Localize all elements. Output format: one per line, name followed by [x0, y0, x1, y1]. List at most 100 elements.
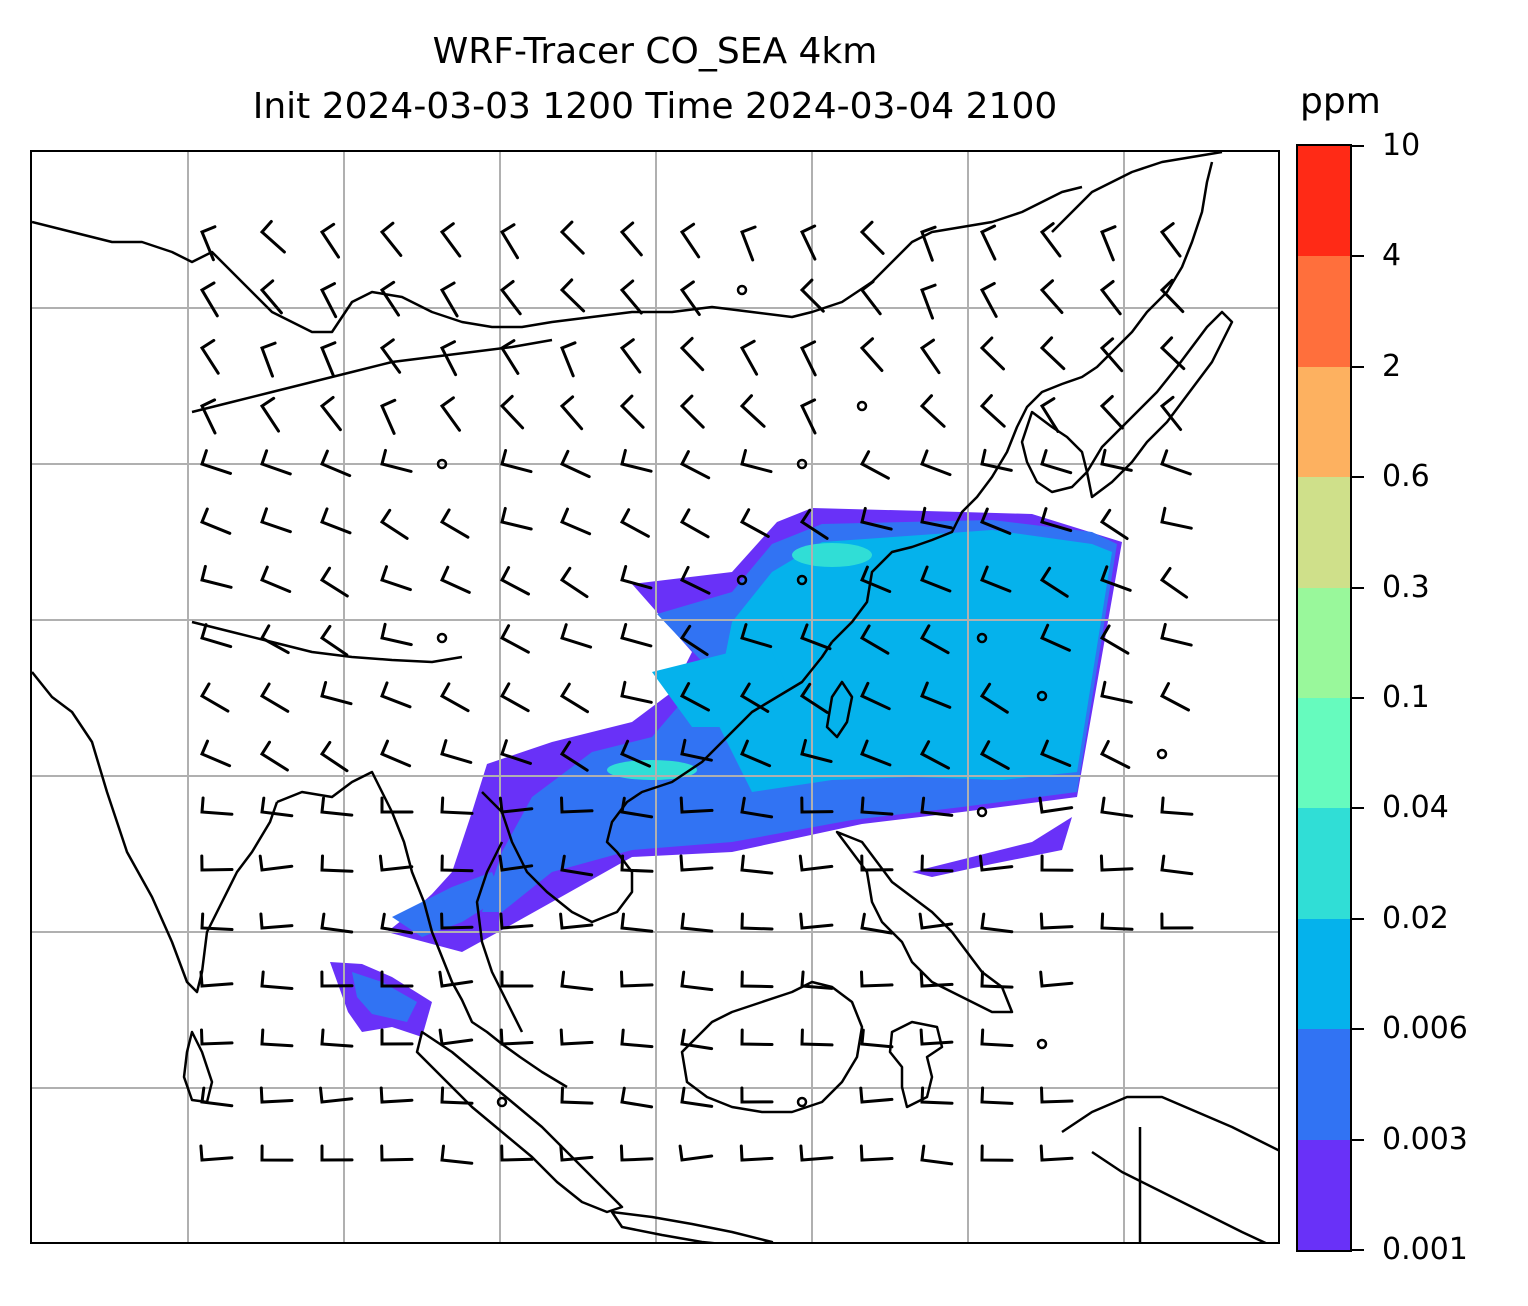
- wind-barb: [979, 281, 998, 318]
- wind-barb: [380, 912, 414, 935]
- wind-barb: [859, 337, 884, 372]
- wind-barb: [920, 681, 952, 709]
- wind-barb: [979, 394, 1006, 428]
- wind-barb: [200, 739, 232, 768]
- wind-barb: [259, 682, 290, 713]
- colorbar-tick: [1352, 697, 1364, 699]
- wind-barb: [319, 395, 342, 432]
- wind-barb: [320, 507, 352, 535]
- wind-barb: [1159, 682, 1190, 712]
- wind-barb: [559, 682, 589, 714]
- wind-barb: [799, 682, 829, 714]
- wind-barb: [979, 740, 1010, 770]
- calm-wind-marker: [436, 632, 448, 644]
- calm-wind-marker: [976, 632, 988, 644]
- wind-barb: [380, 398, 397, 435]
- coastline-newguinea: [1061, 1095, 1278, 1152]
- colorbar-tick-label: 4: [1382, 238, 1402, 274]
- colorbar-tick: [1352, 1028, 1364, 1031]
- plume-southwest-blue: [352, 972, 417, 1022]
- wind-barb: [1160, 854, 1194, 876]
- wind-barb: [199, 1144, 234, 1162]
- coastline-sumatra: [415, 1030, 624, 1214]
- wind-barb: [320, 1144, 354, 1162]
- wind-barb: [799, 398, 817, 435]
- wind-barb: [860, 565, 892, 593]
- calm-wind-marker: [796, 458, 808, 470]
- wind-barb: [1100, 448, 1133, 472]
- wind-barb: [680, 1086, 714, 1108]
- wind-barb: [1040, 739, 1072, 767]
- wind-barb: [679, 508, 710, 539]
- wind-barb: [498, 854, 534, 872]
- wind-barb: [1100, 912, 1134, 931]
- wind-barb: [740, 854, 774, 875]
- wind-barb: [440, 565, 471, 594]
- wind-barb: [1100, 565, 1132, 592]
- wind-barb: [320, 796, 354, 817]
- wind-barb: [860, 506, 893, 531]
- wind-barb: [980, 448, 1013, 472]
- coastline-bay-east: [276, 770, 568, 1089]
- wind-barb: [1040, 854, 1074, 872]
- wind-barb: [200, 507, 232, 535]
- wind-barb: [739, 682, 770, 713]
- wind-barb: [679, 394, 705, 429]
- coastline-india: [32, 671, 279, 994]
- wind-barb: [799, 1144, 834, 1162]
- wind-barb: [980, 1144, 1014, 1162]
- wind-barb: [320, 854, 354, 873]
- wind-barb: [740, 1086, 774, 1104]
- wind-barb: [379, 338, 402, 374]
- wind-barb: [440, 854, 474, 873]
- wind-barb: [320, 912, 354, 934]
- wind-barb: [1039, 279, 1064, 314]
- wind-barb: [1159, 336, 1186, 371]
- wind-barb: [918, 912, 954, 930]
- calm-wind-marker: [796, 1096, 808, 1108]
- wind-barb: [739, 394, 766, 428]
- wind-barb: [1099, 280, 1122, 316]
- wind-barb: [860, 739, 892, 767]
- wind-barb: [200, 449, 232, 475]
- wind-barb: [620, 565, 653, 590]
- wind-barb: [498, 796, 534, 814]
- wind-barb: [260, 1028, 294, 1048]
- wind-barb: [499, 912, 534, 930]
- wind-barb: [920, 449, 952, 477]
- colorbar-segment: [1298, 477, 1350, 588]
- colorbar-tick-label: 0.1: [1382, 680, 1430, 715]
- map-title: WRF-Tracer CO_SEA 4km: [432, 31, 878, 72]
- wind-barb: [500, 739, 532, 765]
- wind-barb: [440, 1144, 474, 1165]
- wind-barb: [798, 854, 834, 872]
- wind-barb: [499, 682, 530, 713]
- wind-barb: [440, 796, 474, 815]
- wind-barb: [1100, 796, 1134, 818]
- wind-barb: [499, 394, 525, 430]
- calm-markers: [436, 284, 1168, 1108]
- colorbar-tick-label: 10: [1382, 128, 1421, 163]
- wind-barb: [259, 279, 283, 315]
- wind-barb: [979, 336, 1005, 371]
- wind-barb: [1039, 970, 1074, 988]
- wind-barb: [320, 970, 354, 988]
- wind-barb: [380, 1144, 414, 1162]
- wind-barb: [859, 280, 882, 316]
- wind-barb: [800, 738, 833, 763]
- wind-barb: [1039, 397, 1060, 433]
- wind-barb: [200, 564, 233, 589]
- wind-barb: [920, 854, 954, 873]
- colorbar-segment: [1298, 146, 1350, 257]
- wind-barb: [740, 796, 774, 819]
- wind-barb: [1099, 740, 1131, 769]
- wind-barb: [620, 623, 653, 648]
- coastline-borneo: [680, 980, 864, 1114]
- coastline-korea: [1020, 410, 1089, 494]
- wind-barb: [559, 566, 589, 599]
- wind-barb: [679, 222, 701, 259]
- wind-barb: [919, 970, 954, 988]
- wind-barb: [379, 221, 403, 257]
- wind-barb: [440, 912, 474, 930]
- wind-barb: [1039, 1144, 1074, 1162]
